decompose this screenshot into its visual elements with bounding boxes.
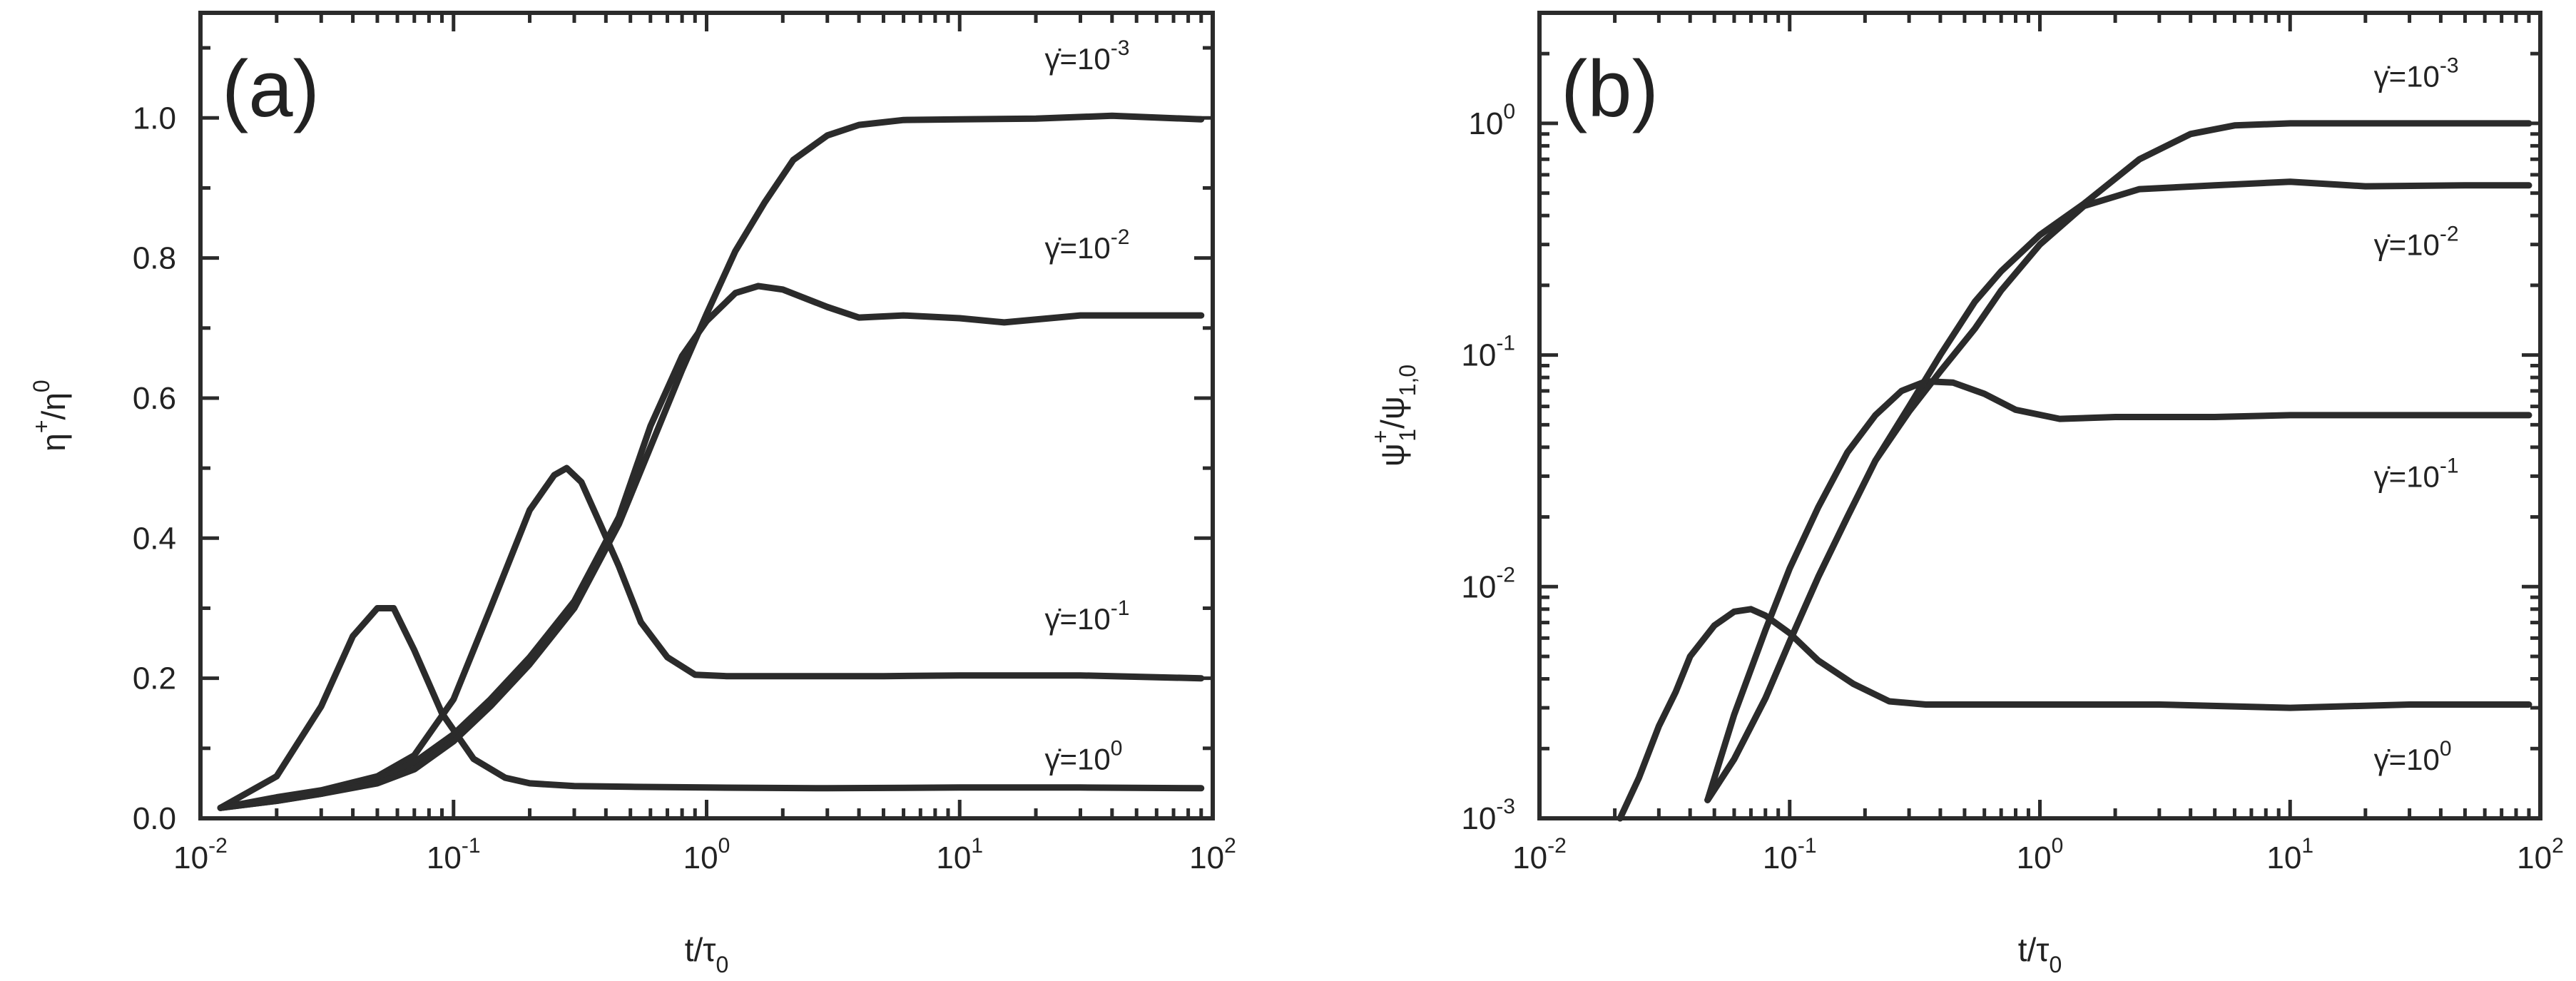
- series-label: γ̇=10-2: [2374, 223, 2459, 262]
- y-tick-label: 0.2: [133, 661, 176, 696]
- y-tick-label: 0.0: [133, 801, 176, 836]
- series-line-1: [217, 464, 1205, 811]
- x-tick-label: 10-1: [427, 834, 481, 875]
- y-axis-label: η+/η0: [29, 380, 72, 451]
- x-axis-label: t/τ0: [685, 931, 729, 977]
- series-line-2: [217, 283, 1205, 811]
- panel-label: (a): [222, 44, 320, 133]
- y-tick-label: 0.6: [133, 381, 176, 416]
- x-tick-label: 102: [1189, 834, 1236, 875]
- y-tick-label: 10-2: [1461, 563, 1515, 604]
- series-label: γ̇=10-3: [1045, 36, 1130, 76]
- x-tick-label: 100: [683, 834, 730, 875]
- x-axis-label: t/τ0: [2018, 931, 2062, 977]
- series-line-0: [217, 605, 1205, 811]
- x-tick-label: 101: [936, 834, 983, 875]
- x-tick-label: 101: [2266, 834, 2313, 875]
- y-tick-label: 1.0: [133, 101, 176, 136]
- series-label: γ̇=10-1: [1045, 596, 1130, 636]
- panel-label: (b): [1561, 44, 1659, 133]
- x-tick-label: 10-1: [1763, 834, 1817, 875]
- x-tick-label: 10-2: [1512, 834, 1567, 875]
- y-tick-label: 100: [1468, 100, 1515, 141]
- series-label: γ̇=10-2: [1045, 225, 1130, 265]
- plot-frame: [198, 11, 1215, 820]
- series-line-3: [1704, 120, 2532, 803]
- y-tick-label: 0.8: [133, 241, 176, 276]
- y-tick-label: 10-3: [1461, 795, 1515, 836]
- series-label: γ̇=100: [2374, 737, 2452, 776]
- panel-a-chart: 10-2 10-1 100 101 102 0.0 0.2 0.4 0.6 0.8 1.0 t/τ0 η…: [29, 11, 1236, 977]
- series-line-0: [1617, 606, 2532, 822]
- series-line-3: [217, 112, 1205, 811]
- y-tick-label: 0.4: [133, 521, 176, 556]
- panel-b-chart: 10-2 10-1 100 101 10210-310-210-1100t/τ0ψ+1/…: [1368, 11, 2564, 977]
- x-tick-label: 102: [2517, 834, 2564, 875]
- series-label: γ̇=10-3: [2374, 54, 2459, 93]
- x-tick-label: 10-2: [173, 834, 228, 875]
- y-axis-label: ψ+1/ψ1,0: [1368, 365, 1420, 467]
- series-line-1: [1704, 378, 2532, 803]
- y-tick-label: 10-1: [1461, 332, 1515, 373]
- x-tick-label: 100: [2017, 834, 2064, 875]
- series-label: γ̇=10-1: [2374, 454, 2459, 493]
- series-label: γ̇=100: [1045, 737, 1123, 776]
